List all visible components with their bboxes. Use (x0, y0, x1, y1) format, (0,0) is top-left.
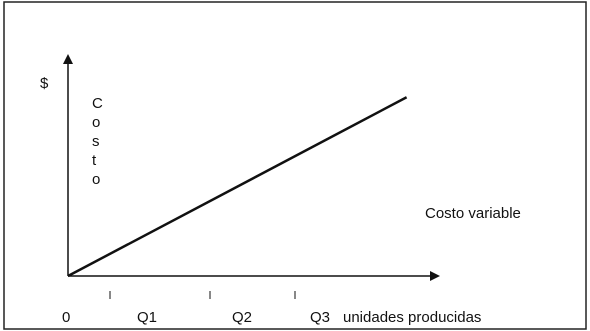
x-tick-label-1: Q1 (137, 309, 157, 326)
y-unit-label: $ (40, 75, 49, 92)
x-tick-label-0: 0 (62, 309, 70, 326)
y-axis-label-letter-4: o (92, 171, 100, 188)
x-tick-label-3: Q3 (310, 309, 330, 326)
x-axis-label: unidades producidas (343, 309, 481, 326)
y-axis-label-letter-3: t (92, 152, 97, 169)
series-label: Costo variable (425, 205, 521, 222)
y-axis-label-letter-0: C (92, 95, 103, 112)
series-line-costo-variable (67, 96, 408, 278)
x-tick-label-2: Q2 (232, 309, 252, 326)
y-axis-label-letter-2: s (92, 133, 100, 150)
y-axis-label-letter-1: o (92, 114, 100, 131)
chart-frame (3, 1, 587, 330)
